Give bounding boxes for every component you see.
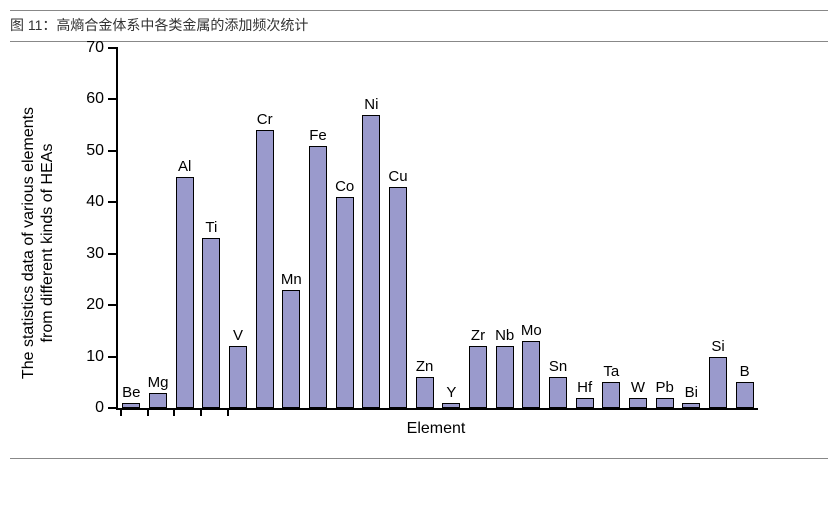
bar-label: B: [740, 363, 750, 380]
bar: [149, 393, 167, 408]
x-axis-label: Element: [116, 420, 756, 438]
y-tick: [108, 98, 118, 100]
bar-label: Zn: [416, 358, 434, 375]
bar: [122, 403, 140, 408]
bar: [256, 130, 274, 408]
bar: [442, 403, 460, 408]
bar: [709, 357, 727, 408]
x-tick: [147, 408, 149, 416]
y-tick-label: 30: [86, 245, 104, 263]
bar: [496, 346, 514, 408]
y-tick: [108, 150, 118, 152]
bar: [176, 177, 194, 408]
bar: [682, 403, 700, 408]
bar-label: Si: [711, 338, 724, 355]
bar-label: Be: [122, 384, 140, 401]
bar: [576, 398, 594, 408]
bar-label: W: [631, 379, 645, 396]
bar: [469, 346, 487, 408]
x-tick: [200, 408, 202, 416]
bar: [602, 382, 620, 408]
bar-label: Mo: [521, 322, 542, 339]
bar-label: Pb: [655, 379, 673, 396]
y-tick-label: 0: [95, 399, 104, 417]
y-tick-label: 70: [86, 39, 104, 57]
bar-label: Co: [335, 178, 354, 195]
bar-label: Bi: [685, 384, 698, 401]
bar-label: Fe: [309, 127, 327, 144]
y-axis-label: The statistics data of various elements …: [19, 107, 57, 379]
y-tick-label: 20: [86, 296, 104, 314]
bar-label: Mg: [148, 374, 169, 391]
plot-area: 010203040506070BeMgAlTiVCrMnFeCoNiCuZnYZ…: [116, 48, 758, 410]
bar: [202, 238, 220, 408]
y-tick-label: 50: [86, 142, 104, 160]
figure-caption: 图 11：高熵合金体系中各类金属的添加频次统计: [10, 10, 828, 42]
bar: [336, 197, 354, 408]
chart-container: The statistics data of various elements …: [60, 48, 760, 438]
bar: [229, 346, 247, 408]
y-tick: [108, 47, 118, 49]
y-tick-label: 40: [86, 193, 104, 211]
bar: [309, 146, 327, 408]
bar-label: Ti: [205, 219, 217, 236]
bar: [282, 290, 300, 408]
x-tick: [173, 408, 175, 416]
bar-label: Zr: [471, 327, 485, 344]
bar: [736, 382, 754, 408]
bar-label: V: [233, 327, 243, 344]
y-tick-label: 10: [86, 348, 104, 366]
bar: [629, 398, 647, 408]
bar: [362, 115, 380, 408]
y-tick: [108, 201, 118, 203]
y-tick: [108, 407, 118, 409]
bar-label: Mn: [281, 271, 302, 288]
x-tick: [227, 408, 229, 416]
bar: [416, 377, 434, 408]
bar-label: Cr: [257, 111, 273, 128]
bar-label: Hf: [577, 379, 592, 396]
bar: [389, 187, 407, 408]
bottom-border: [10, 458, 828, 459]
bar-label: Y: [446, 384, 456, 401]
y-tick-label: 60: [86, 90, 104, 108]
y-tick: [108, 356, 118, 358]
bar-label: Cu: [388, 168, 407, 185]
bar-label: Ni: [364, 96, 378, 113]
bar: [522, 341, 540, 408]
y-tick: [108, 253, 118, 255]
bar: [549, 377, 567, 408]
y-tick: [108, 304, 118, 306]
bar-label: Sn: [549, 358, 567, 375]
bar-label: Ta: [603, 363, 619, 380]
x-tick: [120, 408, 122, 416]
bar-label: Nb: [495, 327, 514, 344]
bar: [656, 398, 674, 408]
bar-label: Al: [178, 158, 191, 175]
